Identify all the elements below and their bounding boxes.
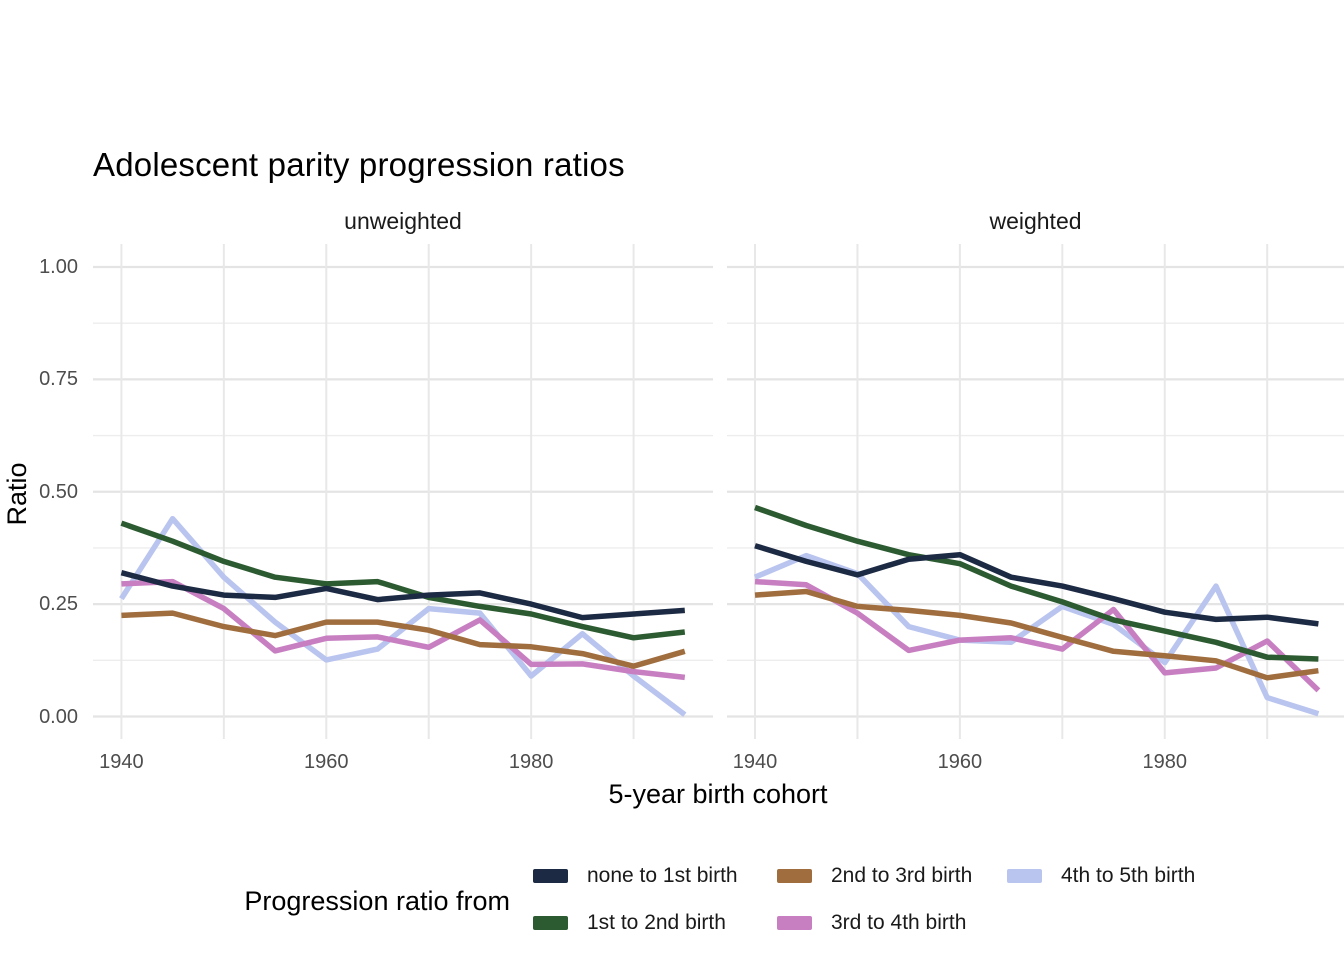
y-axis-title: Ratio: [2, 462, 32, 526]
legend-item-label: 3rd to 4th birth: [831, 911, 967, 934]
x-axis-title: 5-year birth cohort: [608, 779, 828, 809]
y-tick-label: 1.00: [39, 256, 78, 278]
legend-item: 2nd to 3rd birth: [777, 864, 973, 887]
legend-key-swatch: [533, 916, 568, 930]
legend-title: Progression ratio from: [244, 886, 510, 916]
legend-item-label: 1st to 2nd birth: [587, 911, 726, 934]
legend-item-label: 2nd to 3rd birth: [831, 864, 973, 887]
facet-label-weighted: weighted: [989, 208, 1082, 234]
legend-key-swatch: [777, 869, 812, 883]
series-line-3rd-to-4th-birth: [121, 578, 686, 681]
y-tick-label: 0.75: [39, 368, 78, 391]
panel-unweighted: [93, 244, 713, 739]
series-line-none-to-1st-birth: [120, 570, 685, 621]
legend-key-swatch: [1007, 869, 1042, 883]
series-line-1st-to-2nd-birth: [754, 504, 1319, 662]
series-line-2nd-to-3rd-birth: [754, 588, 1319, 681]
y-tick-label: 0.00: [39, 705, 78, 728]
legend-item: 3rd to 4th birth: [777, 911, 967, 934]
x-tick-label: 1980: [508, 751, 554, 773]
x-tick-label: 1960: [937, 751, 983, 773]
legend-item: 4th to 5th birth: [1007, 864, 1196, 887]
legend-item: 1st to 2nd birth: [533, 911, 726, 934]
y-tick-label: 0.25: [39, 593, 78, 616]
legend-item: none to 1st birth: [533, 864, 738, 887]
x-tick-label: 1940: [732, 751, 778, 773]
chart-title: Adolescent parity progression ratios: [93, 146, 625, 183]
legend-item-label: 4th to 5th birth: [1061, 864, 1196, 887]
x-tick-label: 1960: [304, 751, 349, 773]
series-line-1st-to-2nd-birth: [120, 520, 686, 641]
x-tick-label: 1940: [99, 751, 144, 773]
series-line-3rd-to-4th-birth: [754, 578, 1321, 693]
panel-weighted: [727, 244, 1344, 739]
legend-key-swatch: [777, 916, 812, 930]
facet-label-unweighted: unweighted: [344, 208, 462, 234]
x-tick-label: 1980: [1142, 751, 1188, 773]
y-tick-label: 0.50: [39, 480, 78, 503]
legend-key-swatch: [533, 869, 568, 883]
legend-item-label: none to 1st birth: [587, 864, 738, 887]
series-line-none-to-1st-birth: [754, 543, 1319, 627]
series-line-2nd-to-3rd-birth: [121, 610, 686, 669]
